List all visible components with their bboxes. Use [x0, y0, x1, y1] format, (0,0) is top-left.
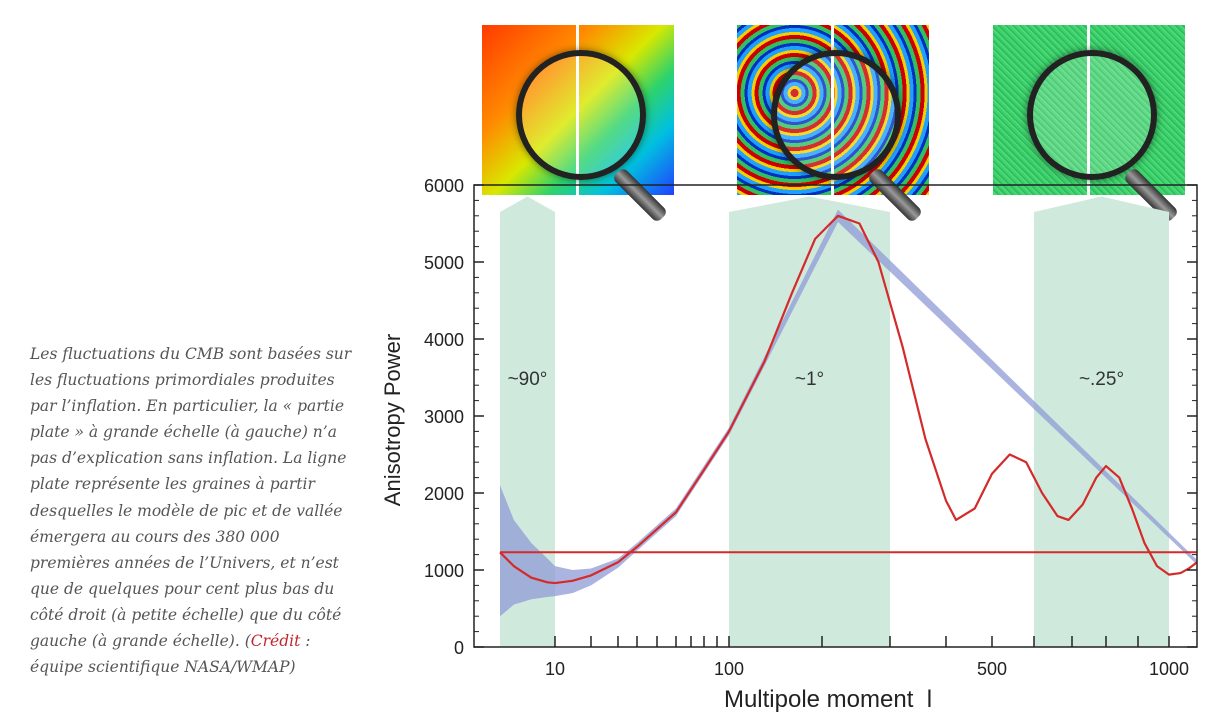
region-band [500, 196, 555, 648]
y-tick-label: 4000 [424, 330, 464, 350]
credit-link[interactable]: Crédit [250, 632, 301, 651]
y-tick-label: 0 [454, 638, 464, 658]
y-tick-label: 1000 [424, 561, 464, 581]
x-tick-label: 100 [714, 659, 744, 679]
region-label: ~90° [508, 369, 548, 390]
uncertainty-band [500, 209, 1197, 617]
plot-frame [473, 184, 1198, 648]
x-tick-label: 1000 [1149, 659, 1189, 679]
thumbnail-small-scale [993, 25, 1185, 224]
thumbnail-medium-scale [737, 25, 929, 224]
caption-credit-text: : équipe scientifique NASA/WMAP) [30, 632, 311, 677]
figure-caption: Les fluctuations du CMB sont basées sur … [30, 341, 360, 680]
region-band [1034, 196, 1169, 648]
magnifier-icon [771, 50, 901, 180]
y-tick-label: 2000 [424, 484, 464, 504]
region-label: ~.25° [1079, 369, 1124, 390]
caption-text: Les fluctuations du CMB sont basées sur … [30, 345, 352, 651]
y-tick-label: 6000 [424, 176, 464, 196]
y-axis-label: Anisotropy Power [380, 334, 405, 506]
y-tick-label: 3000 [424, 407, 464, 427]
x-tick-label: 10 [545, 659, 565, 679]
y-tick-label: 5000 [424, 253, 464, 273]
x-axis-label: Multipole moment l [724, 686, 932, 713]
region-label: ~1° [795, 369, 824, 390]
region-band [729, 196, 890, 648]
thumbnail-large-scale [482, 25, 674, 224]
magnifier-icon [1027, 50, 1157, 180]
magnifier-icon [516, 50, 646, 180]
spectrum-curve [499, 214, 1198, 585]
x-tick-label: 500 [977, 659, 1007, 679]
